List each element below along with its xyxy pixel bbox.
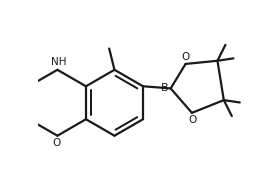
Text: NH: NH [51,57,66,67]
Text: B: B [161,83,169,93]
Text: O: O [181,52,189,62]
Text: O: O [52,138,60,148]
Text: O: O [188,114,197,125]
